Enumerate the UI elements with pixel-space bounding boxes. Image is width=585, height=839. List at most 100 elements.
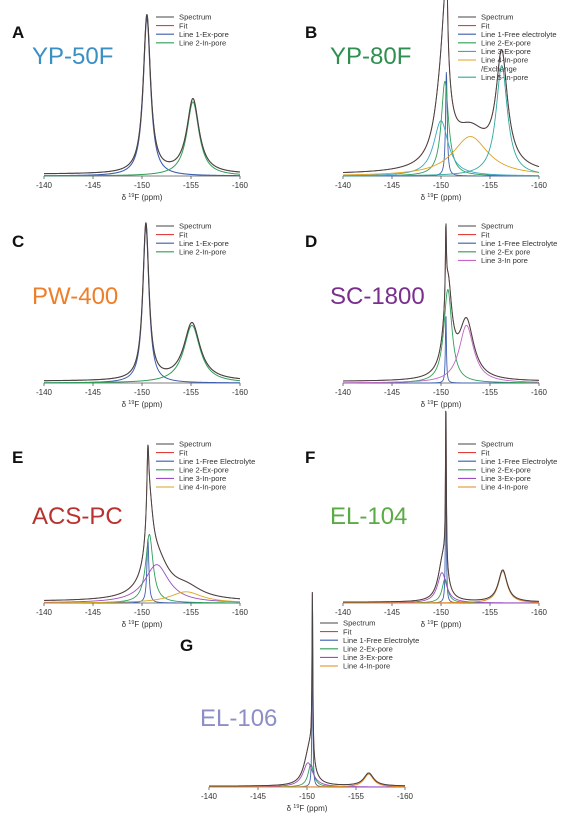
x-axis-label: δ 19F (ppm) xyxy=(122,620,163,629)
legend-entry: Line 3-In-pore xyxy=(179,474,226,483)
series-line xyxy=(342,223,540,382)
series-line xyxy=(342,324,540,384)
legend-entry: Line 2-Ex pore xyxy=(481,248,530,257)
series-line xyxy=(342,120,540,177)
x-tick-label: -155 xyxy=(183,608,200,617)
panel-letter: B xyxy=(305,23,317,42)
x-label-suffix: F (ppm) xyxy=(134,400,162,409)
panel-E: E ACS-PC -140 -145 -150 -155 -160 δ 19F (ppm) Sp… xyxy=(12,440,255,629)
legend-entry: Line 4-In-pore xyxy=(343,662,390,671)
x-tick-label: -160 xyxy=(531,608,548,617)
legend-entry: Line 1-Ex-pore xyxy=(179,30,229,39)
legend-entry: Line 2-Ex-pore xyxy=(343,645,393,654)
legend-entry: Spectrum xyxy=(481,13,514,22)
x-tick-label: -160 xyxy=(397,792,414,801)
x-label-prefix: δ xyxy=(122,193,129,202)
series-line xyxy=(43,564,241,603)
x-label-suffix: F (ppm) xyxy=(433,193,461,202)
legend-entry: Fit xyxy=(481,448,490,457)
panel-letter: A xyxy=(12,23,24,42)
x-label-prefix: δ xyxy=(421,193,428,202)
x-label-sup: 19 xyxy=(128,400,134,406)
legend-entry: Spectrum xyxy=(481,440,514,449)
series-line xyxy=(43,324,241,384)
legend-entry: Line 4-In-pore xyxy=(481,483,528,492)
x-tick-label: -155 xyxy=(183,181,200,190)
x-tick-label: -140 xyxy=(201,792,218,801)
x-tick-label: -140 xyxy=(335,181,352,190)
series-line xyxy=(208,591,406,787)
x-tick-label: -160 xyxy=(531,388,548,397)
x-tick-label: -155 xyxy=(482,181,499,190)
x-tick-label: -160 xyxy=(232,388,249,397)
legend-entry: Fit xyxy=(179,21,188,30)
legend-entry: Line 1-Free Electrolyte xyxy=(343,636,419,645)
series-line xyxy=(342,65,540,177)
sample-label: YP-80F xyxy=(330,43,411,70)
x-axis-label: δ 19F (ppm) xyxy=(421,620,462,629)
x-tick-label: -145 xyxy=(384,388,401,397)
x-tick-label: -140 xyxy=(36,388,53,397)
legend-entry: Line 4-In-pore xyxy=(179,483,226,492)
series-line xyxy=(342,570,540,604)
legend-entry: Spectrum xyxy=(179,13,212,22)
panel-B: B YP-80F -140 -145 -150 -155 -160 δ 19F (ppm) Sp… xyxy=(305,0,557,202)
series-line xyxy=(342,572,540,604)
sample-label: ACS-PC xyxy=(32,503,123,530)
x-label-prefix: δ xyxy=(287,804,294,813)
x-tick-label: -155 xyxy=(348,792,365,801)
legend-entry: Spectrum xyxy=(179,222,212,231)
x-tick-label: -160 xyxy=(232,608,249,617)
legend-entry: Line 1-Free Electrolyte xyxy=(481,239,557,248)
series-line xyxy=(43,533,241,604)
legend-entry: Spectrum xyxy=(179,440,212,449)
legend-entry: Fit xyxy=(481,230,490,239)
legend-entry: Fit xyxy=(343,627,352,636)
x-axis-label: δ 19F (ppm) xyxy=(122,400,163,409)
panel-letter: E xyxy=(12,448,23,467)
series-line xyxy=(208,762,406,788)
sample-label: SC-1800 xyxy=(330,283,425,310)
panel-letter: D xyxy=(305,232,317,251)
x-label-sup: 19 xyxy=(128,193,134,199)
x-tick-label: -140 xyxy=(335,608,352,617)
legend-entry: Line 1-Free electrolyte xyxy=(481,30,557,39)
x-tick-label: -145 xyxy=(85,388,102,397)
x-tick-label: -145 xyxy=(250,792,267,801)
legend-entry: Line 3-Ex-pore xyxy=(481,474,531,483)
x-tick-label: -160 xyxy=(531,181,548,190)
panel-G: G EL-106 -140 -145 -150 -155 -160 δ 19F (ppm) Sp… xyxy=(180,591,419,813)
x-label-suffix: F (ppm) xyxy=(433,400,461,409)
legend-entry: Line 3-Ex-pore xyxy=(481,47,531,56)
legend-entry: Spectrum xyxy=(343,619,376,628)
legend-entry: Line 5-In-pore xyxy=(481,73,528,82)
x-tick-label: -150 xyxy=(299,792,316,801)
series-line xyxy=(43,101,241,177)
x-axis-label: δ 19F (ppm) xyxy=(122,193,163,202)
x-tick-label: -145 xyxy=(384,181,401,190)
x-tick-label: -155 xyxy=(183,388,200,397)
legend-entry: Fit xyxy=(481,21,490,30)
legend-entry: Line 1-Free Electrolyte xyxy=(179,457,255,466)
sample-label: YP-50F xyxy=(32,43,113,70)
series-line xyxy=(43,538,241,604)
legend-entry: Line 2-Ex-pore xyxy=(481,39,531,48)
x-label-suffix: F (ppm) xyxy=(299,804,327,813)
legend-entry: Line 2-In-pore xyxy=(179,248,226,257)
x-tick-label: -150 xyxy=(433,608,450,617)
x-tick-label: -155 xyxy=(482,608,499,617)
x-label-prefix: δ xyxy=(122,400,129,409)
x-tick-label: -150 xyxy=(134,181,151,190)
series-line xyxy=(208,773,406,788)
legend-entry: Line 2-Ex-pore xyxy=(481,466,531,475)
sample-label: EL-104 xyxy=(330,503,407,530)
panel-letter: F xyxy=(305,448,315,467)
panel-F: F EL-104 -140 -145 -150 -155 -160 δ 19F (ppm) Sp… xyxy=(305,410,557,629)
x-label-sup: 19 xyxy=(427,193,433,199)
x-label-sup: 19 xyxy=(427,400,433,406)
sample-label: PW-400 xyxy=(32,283,118,310)
sample-label: EL-106 xyxy=(200,705,277,732)
x-tick-label: -150 xyxy=(433,388,450,397)
x-tick-label: -155 xyxy=(482,388,499,397)
x-tick-label: -140 xyxy=(36,181,53,190)
